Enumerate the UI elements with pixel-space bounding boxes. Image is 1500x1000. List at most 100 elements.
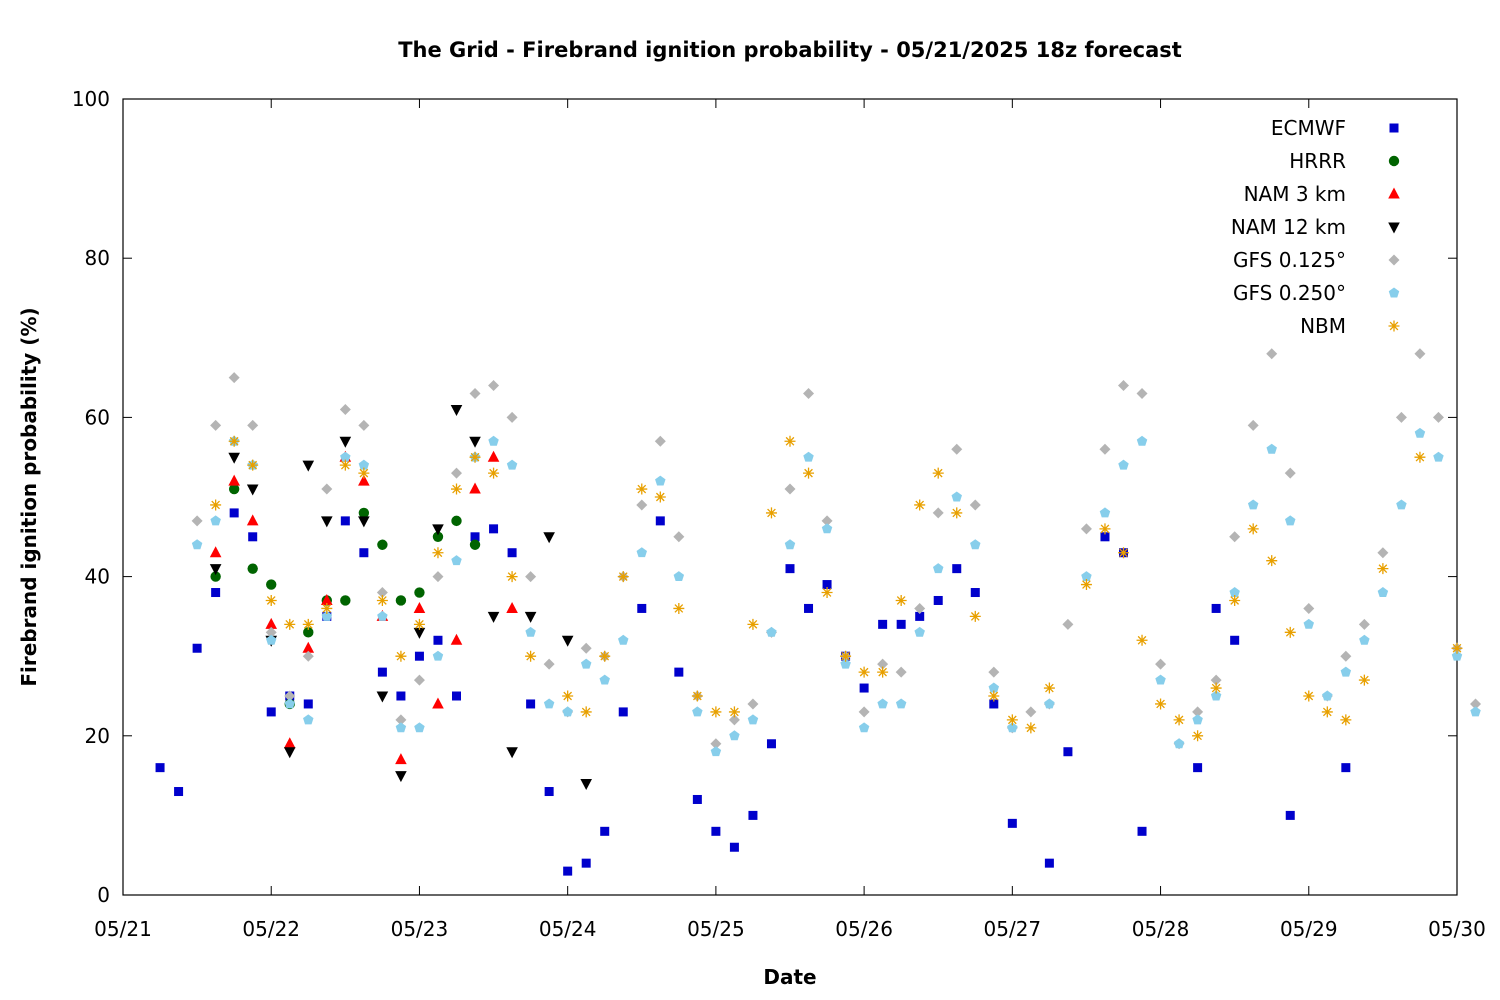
data-point bbox=[413, 674, 425, 686]
data-point bbox=[618, 634, 629, 645]
data-point bbox=[766, 739, 776, 749]
data-point bbox=[877, 658, 889, 670]
data-point bbox=[765, 507, 777, 519]
legend-label: ECMWF bbox=[1271, 116, 1346, 140]
data-point bbox=[358, 516, 370, 528]
data-point bbox=[339, 403, 351, 415]
data-point bbox=[302, 460, 315, 472]
data-point bbox=[1062, 618, 1074, 630]
data-point bbox=[1414, 427, 1426, 438]
data-point bbox=[450, 633, 463, 645]
data-point bbox=[469, 539, 481, 550]
data-point bbox=[858, 706, 870, 718]
data-point bbox=[266, 707, 276, 717]
x-tick-label: 05/28 bbox=[1132, 917, 1190, 941]
data-point bbox=[340, 516, 350, 526]
data-point bbox=[618, 707, 628, 717]
data-point bbox=[988, 682, 1000, 693]
data-point bbox=[543, 532, 555, 544]
data-point bbox=[284, 690, 296, 702]
data-point bbox=[524, 611, 537, 623]
x-axis: 05/21 05/22 05/23 05/24 05/25 05/26 05/27 05/28… bbox=[94, 99, 1486, 941]
data-point bbox=[395, 771, 407, 783]
data-point bbox=[1080, 579, 1092, 591]
data-point bbox=[228, 474, 240, 486]
data-point bbox=[488, 380, 500, 392]
data-point bbox=[1099, 507, 1111, 518]
data-point bbox=[413, 627, 426, 639]
data-point bbox=[1192, 730, 1204, 742]
data-point bbox=[543, 698, 555, 709]
data-point bbox=[785, 564, 795, 574]
data-point bbox=[451, 483, 462, 495]
data-point bbox=[1284, 626, 1296, 638]
data-point bbox=[1006, 714, 1018, 726]
data-point bbox=[636, 499, 648, 511]
data-point bbox=[804, 603, 814, 613]
data-point bbox=[915, 611, 925, 621]
data-point bbox=[933, 595, 943, 605]
data-point bbox=[1192, 714, 1203, 725]
x-tick-label: 05/23 bbox=[391, 917, 449, 941]
data-point bbox=[1192, 706, 1204, 718]
data-point bbox=[654, 435, 666, 447]
data-point bbox=[414, 587, 425, 598]
data-point bbox=[951, 491, 962, 502]
data-point bbox=[858, 722, 870, 733]
data-point bbox=[1118, 459, 1129, 470]
data-point bbox=[1007, 818, 1017, 828]
data-point bbox=[469, 482, 481, 494]
data-point bbox=[1136, 634, 1148, 646]
data-point bbox=[228, 435, 240, 447]
data-point bbox=[803, 467, 815, 479]
data-point bbox=[821, 587, 833, 599]
data-point bbox=[451, 515, 462, 527]
data-point bbox=[896, 619, 906, 629]
data-point bbox=[432, 531, 444, 542]
data-point bbox=[358, 467, 370, 479]
y-tick-label: 80 bbox=[85, 246, 110, 270]
data-point bbox=[1322, 690, 1333, 701]
data-point bbox=[450, 404, 463, 416]
data-point bbox=[692, 794, 702, 804]
data-point bbox=[877, 698, 888, 709]
data-point bbox=[1247, 523, 1259, 535]
data-point bbox=[580, 706, 592, 718]
data-point bbox=[525, 650, 537, 662]
data-point bbox=[246, 484, 259, 496]
data-point bbox=[599, 650, 611, 662]
data-point bbox=[1118, 547, 1129, 559]
data-point bbox=[191, 539, 203, 550]
data-point bbox=[561, 635, 574, 647]
data-point bbox=[488, 435, 499, 446]
data-point bbox=[376, 587, 388, 599]
data-point bbox=[210, 515, 221, 526]
data-point bbox=[544, 787, 554, 797]
data-point bbox=[766, 626, 777, 637]
data-point bbox=[1229, 587, 1240, 597]
data-point bbox=[452, 691, 461, 701]
data-point bbox=[506, 601, 518, 613]
data-point bbox=[1099, 443, 1111, 455]
data-point bbox=[265, 634, 277, 645]
data-point bbox=[321, 483, 333, 495]
data-point bbox=[284, 618, 296, 630]
data-point bbox=[247, 419, 259, 431]
data-point bbox=[1377, 547, 1389, 559]
data-point bbox=[487, 611, 500, 623]
data-point bbox=[840, 650, 852, 662]
data-point bbox=[1044, 858, 1054, 868]
data-point bbox=[451, 555, 462, 566]
data-point bbox=[506, 459, 518, 470]
data-point bbox=[581, 858, 591, 868]
data-point bbox=[1099, 523, 1111, 535]
data-point bbox=[321, 593, 333, 605]
legend-marker bbox=[1389, 123, 1399, 133]
data-point bbox=[1341, 763, 1351, 773]
data-point bbox=[1229, 531, 1241, 543]
data-point bbox=[1303, 602, 1315, 614]
data-point bbox=[895, 666, 907, 678]
data-point bbox=[339, 459, 351, 471]
data-point bbox=[470, 532, 480, 542]
